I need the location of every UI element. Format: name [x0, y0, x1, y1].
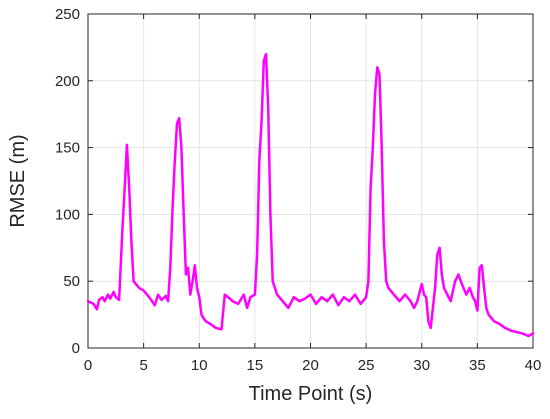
y-tick-label: 150 — [55, 140, 80, 157]
x-tick-label: 35 — [469, 357, 486, 374]
x-tick-label: 10 — [191, 357, 208, 374]
x-axis-label: Time Point (s) — [249, 383, 373, 405]
x-tick-label: 0 — [84, 357, 92, 374]
rmse-series-line — [86, 52, 535, 338]
series-layer — [86, 52, 535, 338]
x-tick-label: 25 — [358, 357, 375, 374]
y-tick-label: 100 — [55, 206, 80, 223]
y-axis-label: RMSE (m) — [7, 134, 29, 227]
x-tick-label: 40 — [525, 357, 542, 374]
x-tick-label: 30 — [413, 357, 430, 374]
y-tick-label: 50 — [63, 273, 80, 290]
x-tick-label: 5 — [139, 357, 147, 374]
x-tick-label: 20 — [302, 357, 319, 374]
tick-layer: 0 5 10 15 20 25 30 35 40 0 50 100 150 200 250 — [55, 6, 541, 374]
x-tick-label: 15 — [247, 357, 264, 374]
y-tick-label: 200 — [55, 73, 80, 90]
y-tick-label: 250 — [55, 6, 80, 23]
y-tick-label: 0 — [72, 340, 80, 357]
grid-layer — [87, 13, 534, 349]
